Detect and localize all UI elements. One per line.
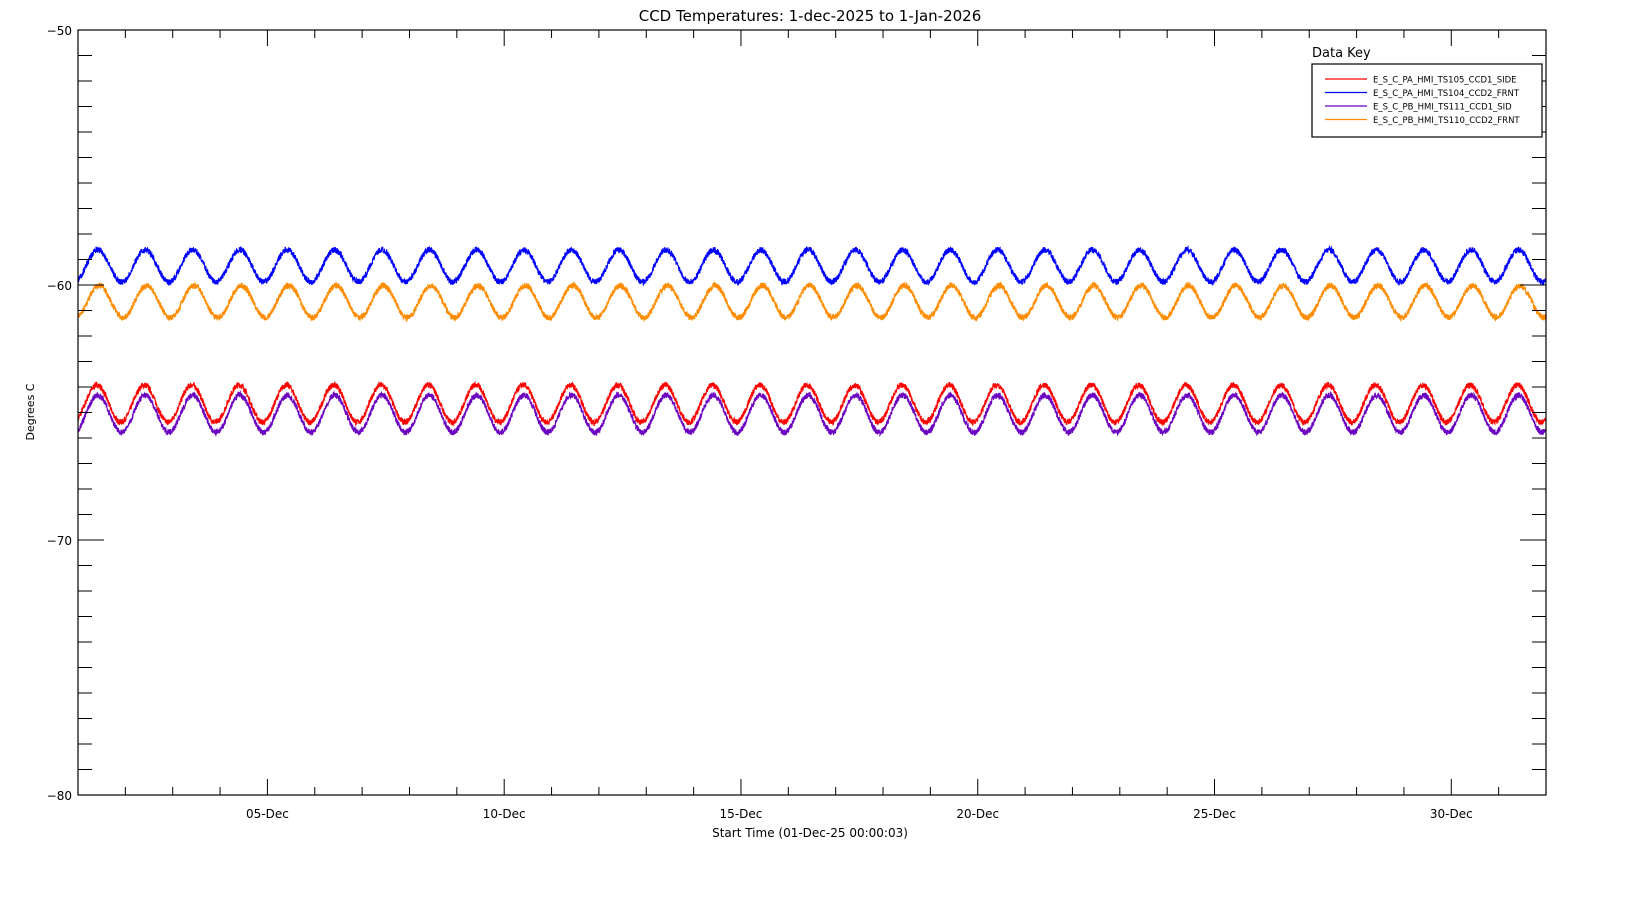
legend-label: E_S_C_PA_HMI_TS105_CCD1_SIDE [1373,76,1517,86]
x-tick-label: 25-Dec [1193,807,1236,821]
legend-label: E_S_C_PB_HMI_TS110_CCD2_FRNT [1373,116,1520,126]
series-line-3 [77,390,1547,438]
legend-title: Data Key [1312,46,1371,61]
x-tick-label: 10-Dec [483,807,526,821]
legend-label: E_S_C_PB_HMI_TS111_CCD1_SID [1373,103,1512,113]
series-line-4 [77,280,1547,323]
y-tick-label: −60 [47,279,72,293]
series-line-1 [77,380,1547,427]
x-tick-label: 20-Dec [956,807,999,821]
chart-title: CCD Temperatures: 1-dec-2025 to 1-Jan-20… [639,7,982,25]
y-axis-label: Degrees C [24,383,37,440]
y-tick-labels: −50 −60 −70 −80 [47,24,72,803]
series-layer [77,244,1547,438]
y-tick-label: −50 [47,24,72,38]
axis-ticks [78,29,1546,796]
x-tick-label: 30-Dec [1430,807,1473,821]
series-line-2 [77,244,1547,287]
legend: Data Key E_S_C_PA_HMI_TS105_CCD1_SIDE E_S… [1311,46,1543,138]
y-tick-label: −70 [47,534,72,548]
x-tick-label: 15-Dec [720,807,763,821]
x-tick-label: 05-Dec [246,807,289,821]
legend-box [1311,63,1543,138]
legend-label: E_S_C_PA_HMI_TS104_CCD2_FRNT [1373,89,1520,99]
y-tick-label: −80 [47,789,72,803]
x-axis-label: Start Time (01-Dec-25 00:00:03) [712,826,908,840]
x-tick-labels: 05-Dec 10-Dec 15-Dec 20-Dec 25-Dec 30-Dec [246,807,1473,821]
